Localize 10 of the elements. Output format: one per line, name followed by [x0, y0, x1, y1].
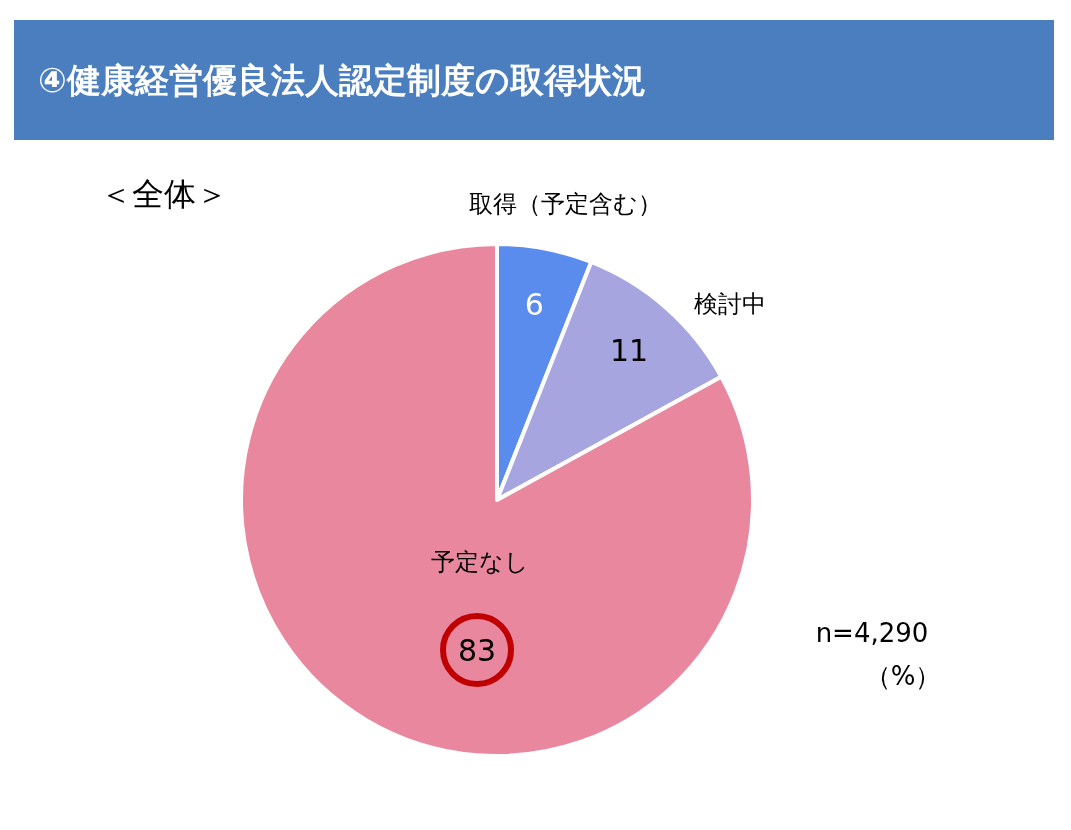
data-label: 83 — [457, 633, 497, 668]
data-label: 6 — [524, 286, 544, 322]
data-label: 11 — [609, 333, 649, 369]
text: （%） — [864, 661, 942, 691]
chart-subtitle: ＜全体＞ — [100, 175, 228, 213]
text: n=4,290 — [815, 618, 929, 648]
chart-title: ④健康経営優良法人認定制度の取得状況 — [38, 60, 646, 100]
slice-label: 予定なし — [431, 548, 529, 576]
slice-label: 検討中 — [694, 290, 766, 318]
slice-label: 取得（予定含む） — [468, 190, 662, 218]
